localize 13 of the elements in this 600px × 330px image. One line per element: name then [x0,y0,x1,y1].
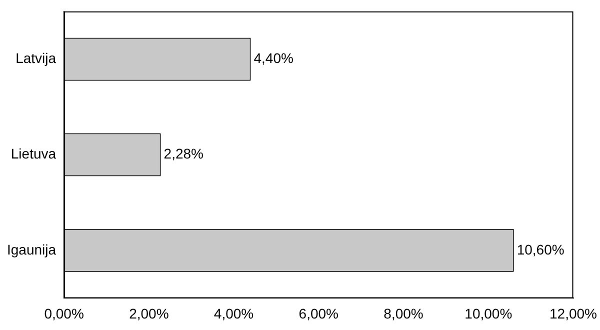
x-tick-label: 2,00% [129,305,169,322]
y-tick-label: Lietuva [10,146,56,162]
x-tick-label: 10,00% [464,305,512,322]
x-tick-label: 6,00% [298,305,338,322]
y-tick-label: Latvija [16,50,56,66]
data-label: 10,60% [516,241,564,258]
x-tick-label: 12,00% [550,305,597,322]
x-tick-label: 4,00% [214,305,254,322]
y-tick-label: Igaunija [6,241,56,258]
x-tick-label: 8,00% [384,305,424,322]
x-tick-label: 0,00% [44,305,84,322]
data-label: 4,40% [254,50,294,66]
data-label: 2,28% [164,146,204,162]
